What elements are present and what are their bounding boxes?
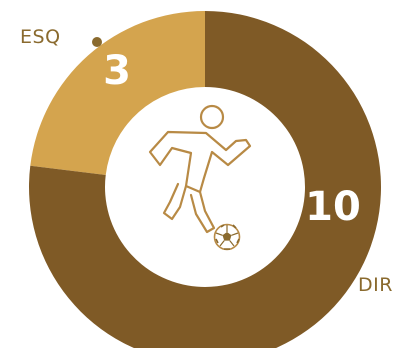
dir-leader-dot [360,240,370,250]
donut-slices [29,11,381,348]
slice-esq [30,11,206,175]
soccer-ball-icon [213,223,241,251]
category-label-dir: DIR [358,274,393,296]
data-label-dir: 10 [305,184,361,230]
slice-dir [29,11,381,348]
soccer-player-icon [148,104,252,234]
category-label-esq: ESQ [20,26,61,48]
data-label-esq: 3 [103,48,131,94]
esq-leader-dot [92,37,102,47]
